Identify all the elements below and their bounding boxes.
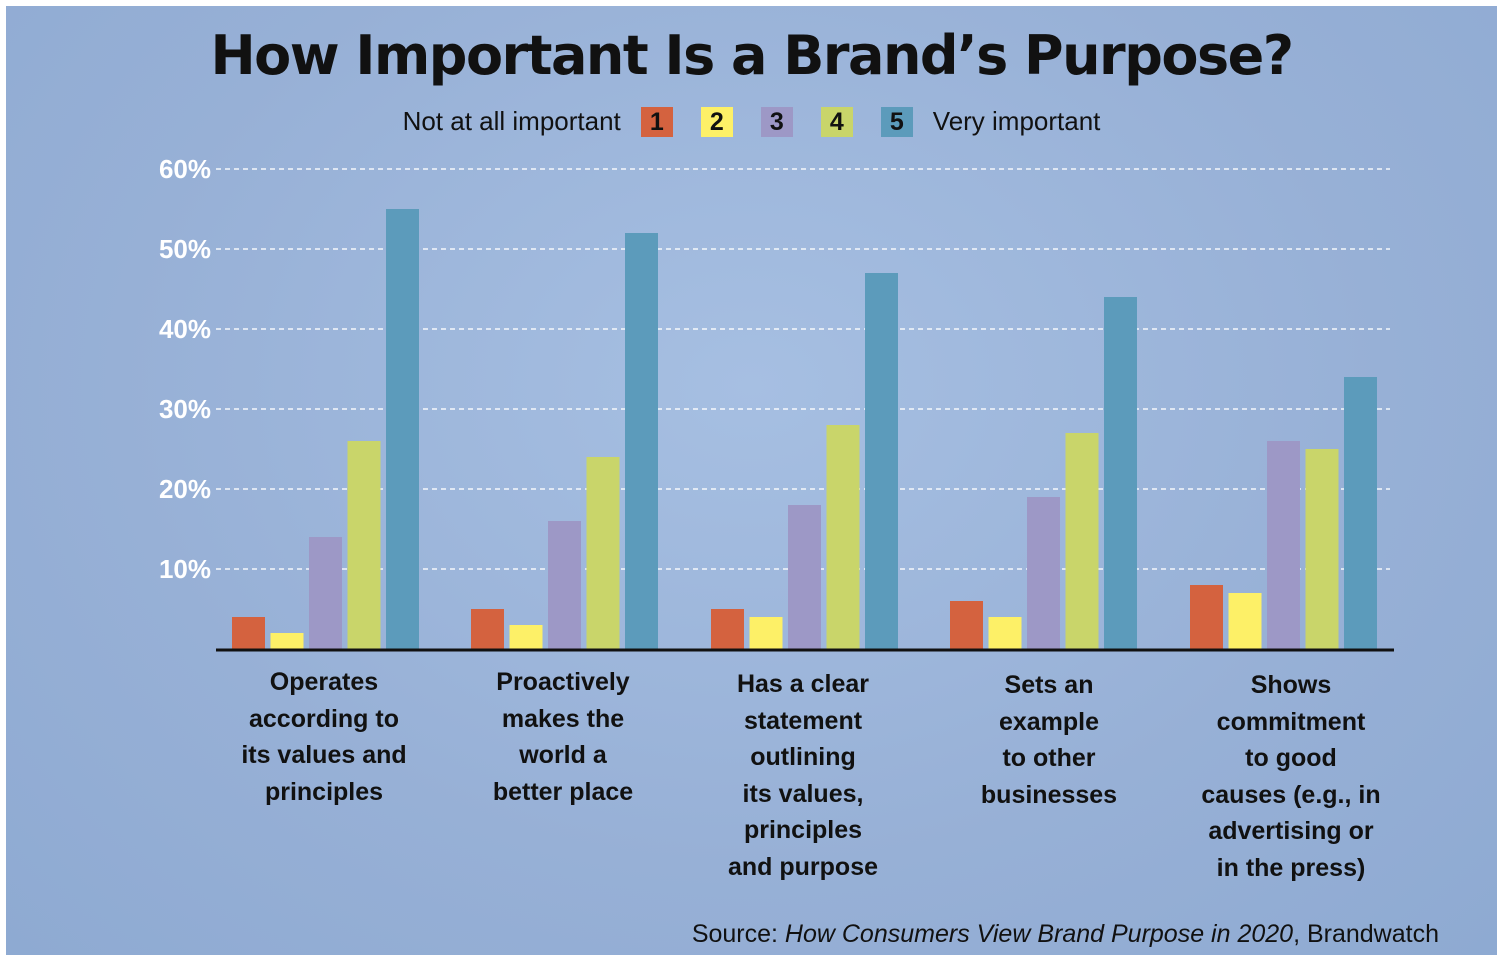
bar-2-rating-3 bbox=[548, 521, 581, 649]
bar-4-rating-4 bbox=[1065, 433, 1099, 649]
bar-3-rating-1 bbox=[711, 609, 744, 649]
bar-1-rating-2 bbox=[270, 633, 304, 649]
category-label-4: Shows commitment to good causes (e.g., i… bbox=[1201, 671, 1381, 882]
bar-4-rating-1 bbox=[950, 601, 983, 649]
category-label-0: Operates according to its values and pri… bbox=[241, 668, 407, 806]
source-suffix: , Brandwatch bbox=[1293, 920, 1439, 948]
bar-2-rating-2 bbox=[509, 625, 543, 649]
legend: Not at all important 1 2 3 4 5 Very impo… bbox=[6, 106, 1497, 137]
category-label-1: Proactively makes the world a better pla… bbox=[492, 668, 634, 806]
bar-1-rating-3 bbox=[309, 537, 342, 649]
legend-swatch-4: 4 bbox=[820, 106, 853, 137]
bar-4-rating-2 bbox=[988, 617, 1022, 649]
legend-swatch-3: 3 bbox=[760, 106, 793, 137]
bar-1-rating-5 bbox=[386, 209, 419, 649]
source-title: How Consumers View Brand Purpose in 2020 bbox=[784, 920, 1294, 948]
bar-3-rating-4 bbox=[826, 425, 860, 649]
legend-high-label: Very important bbox=[932, 106, 1101, 136]
y-tick-label: 40% bbox=[159, 314, 211, 344]
legend-item-5: 5 bbox=[880, 106, 913, 137]
bar-2-rating-4 bbox=[586, 457, 620, 649]
legend-low-label: Not at all important bbox=[402, 106, 621, 136]
bar-1-rating-4 bbox=[347, 441, 381, 649]
legend-swatch-5: 5 bbox=[880, 106, 913, 137]
legend-item-1: 1 bbox=[640, 106, 673, 137]
y-tick-label: 60% bbox=[159, 154, 211, 184]
source-note: Source: How Consumers View Brand Purpose… bbox=[692, 920, 1439, 949]
legend-item-3: 3 bbox=[760, 106, 793, 137]
bar-5-rating-1 bbox=[1190, 585, 1223, 649]
legend-item-4: 4 bbox=[820, 106, 853, 137]
bar-3-rating-5 bbox=[865, 273, 898, 649]
y-tick-label: 20% bbox=[159, 474, 211, 504]
bar-3-rating-3 bbox=[788, 505, 821, 649]
bar-5-rating-2 bbox=[1228, 593, 1262, 649]
bar-4-rating-5 bbox=[1104, 297, 1137, 649]
bar-5-rating-4 bbox=[1305, 449, 1339, 649]
y-tick-label: 30% bbox=[159, 394, 211, 424]
plot-area: 10% 20% 30% 40% 50% 60% bbox=[159, 154, 1394, 652]
legend-item-2: 2 bbox=[700, 106, 733, 137]
bar-4-rating-3 bbox=[1027, 497, 1060, 649]
bar-2-rating-5 bbox=[625, 233, 658, 649]
legend-swatch-2: 2 bbox=[700, 106, 733, 137]
bar-1-rating-1 bbox=[232, 617, 265, 649]
bar-2-rating-1 bbox=[471, 609, 504, 649]
y-tick-label: 10% bbox=[159, 554, 211, 584]
legend-swatch-1: 1 bbox=[640, 106, 673, 137]
category-label-3: Sets an example to other businesses bbox=[980, 671, 1118, 809]
bar-5-rating-5 bbox=[1344, 377, 1377, 649]
chart-panel: How Important Is a Brand’s Purpose? Not … bbox=[6, 6, 1497, 955]
y-tick-label: 50% bbox=[159, 234, 211, 264]
bar-3-rating-2 bbox=[749, 617, 783, 649]
source-prefix: Source: bbox=[691, 920, 785, 948]
bar-5-rating-3 bbox=[1267, 441, 1300, 649]
chart-title: How Important Is a Brand’s Purpose? bbox=[210, 24, 1294, 87]
category-label-2: Has a clear statement outlining its valu… bbox=[727, 670, 878, 881]
